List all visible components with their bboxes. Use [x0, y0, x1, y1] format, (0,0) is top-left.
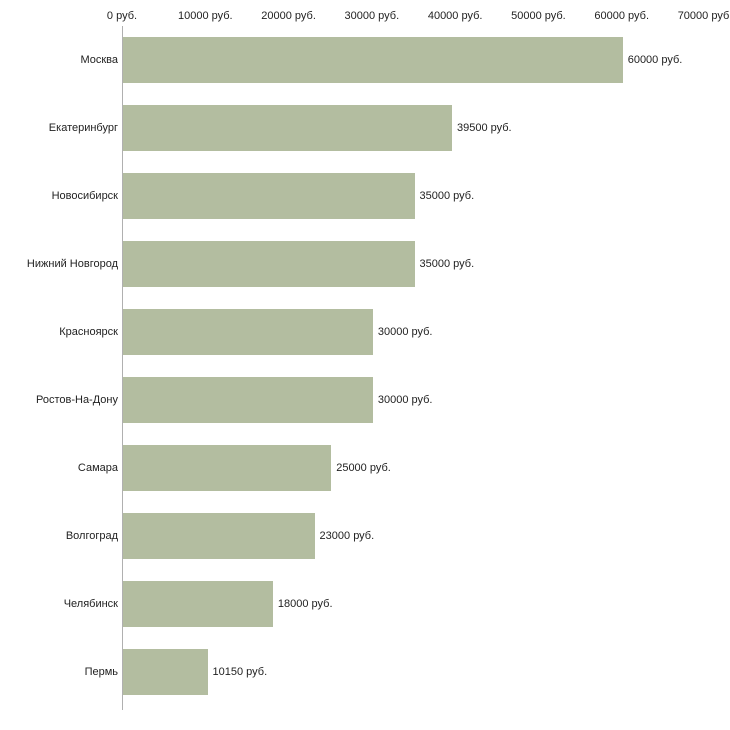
category-label: Москва: [80, 54, 118, 66]
bar: [123, 445, 332, 491]
x-axis-tick-label: 10000 руб.: [177, 10, 233, 22]
bar-row: Красноярск 30000 руб.: [0, 298, 730, 366]
bar: [123, 37, 623, 83]
value-label: 10150 руб.: [212, 666, 268, 678]
bar-row: Новосибирск 35000 руб.: [0, 162, 730, 230]
bar-row: Ростов-На-Дону 30000 руб.: [0, 366, 730, 434]
bar: [123, 377, 373, 423]
category-label: Нижний Новгород: [26, 258, 118, 270]
category-label: Красноярск: [59, 326, 118, 338]
bar: [123, 649, 208, 695]
bar: [123, 241, 415, 287]
bar-row: Москва 60000 руб.: [0, 26, 730, 94]
bar-row: Волгоград 23000 руб.: [0, 502, 730, 570]
value-label: 30000 руб.: [377, 326, 433, 338]
x-axis-tick-label: 50000 руб.: [511, 10, 566, 22]
y-axis-line: [122, 26, 123, 710]
bar-row: Нижний Новгород 35000 руб.: [0, 230, 730, 298]
bar-row: Челябинск 18000 руб.: [0, 570, 730, 638]
bar: [123, 581, 273, 627]
bar-row: Екатеринбург 39500 руб.: [0, 94, 730, 162]
bar: [123, 309, 373, 355]
value-label: 39500 руб.: [456, 122, 512, 134]
value-label: 23000 руб.: [319, 530, 375, 542]
category-label: Челябинск: [63, 598, 118, 610]
category-label: Новосибирск: [51, 190, 118, 202]
value-label: 30000 руб.: [377, 394, 433, 406]
bar-row: Пермь 10150 руб.: [0, 638, 730, 706]
value-label: 25000 руб.: [336, 462, 391, 474]
value-label: 60000 руб.: [627, 54, 683, 66]
value-label: 35000 руб.: [419, 190, 475, 202]
x-axis-tick-label: 20000 руб.: [261, 10, 316, 22]
category-label: Пермь: [84, 666, 118, 678]
value-label: 35000 руб.: [419, 258, 475, 270]
value-label: 18000 руб.: [277, 598, 333, 610]
bar-row: Самара 25000 руб.: [0, 434, 730, 502]
bar: [123, 513, 315, 559]
category-label: Самара: [77, 462, 118, 474]
bar: [123, 105, 452, 151]
category-label: Волгоград: [65, 530, 118, 542]
category-label: Ростов-На-Дону: [35, 394, 118, 406]
x-axis-tick-label: 60000 руб.: [594, 10, 650, 22]
bar: [123, 173, 415, 219]
x-axis-tick-label: 70000 руб.: [677, 10, 730, 22]
category-label: Екатеринбург: [48, 122, 118, 134]
x-axis-tick-label: 0 руб.: [106, 10, 138, 22]
x-axis-tick-label: 40000 руб.: [427, 10, 483, 22]
x-axis-tick-label: 30000 руб.: [344, 10, 400, 22]
